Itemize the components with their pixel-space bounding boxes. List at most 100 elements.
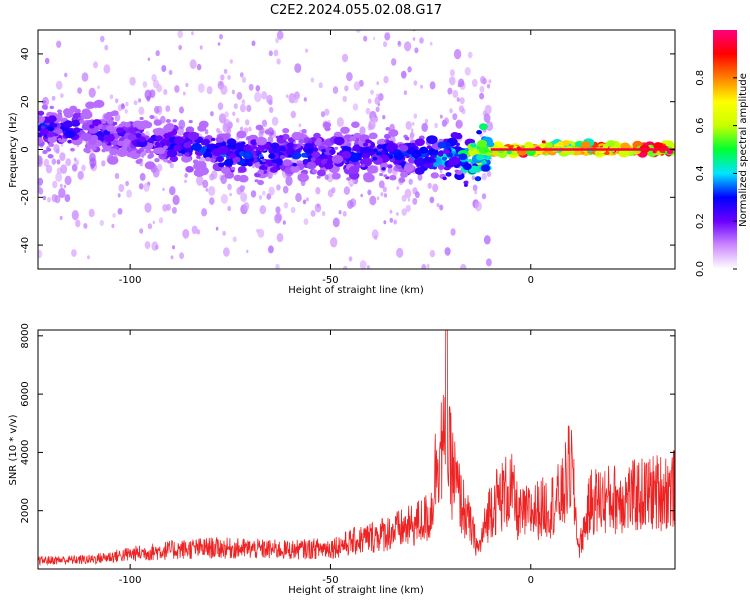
spectrogram-signal-cell [443,149,450,155]
spectrogram-signal-cell [149,150,154,155]
spectrogram-noise-cell [283,202,289,209]
spectrogram-signal-cell [341,151,352,159]
spectrogram-noise-cell [111,223,115,229]
spectrogram-signal-cell [147,154,153,159]
spectrogram-signal-cell [247,162,253,167]
spectrogram-signal-cell [238,174,249,183]
spectrogram-noise-cell [457,83,461,88]
spectrogram-noise-cell [179,252,185,260]
spectrogram-noise-cell [285,94,289,98]
spectrogram-noise-cell [369,195,377,206]
spectrogram-signal-cell [55,128,63,135]
spectrogram-noise-cell [155,50,160,57]
spectrogram-noise-cell [151,74,157,82]
spectrogram-signal-cell [70,147,75,152]
spectrogram-signal-cell [387,164,393,169]
spectrogram-signal-cell [368,132,377,139]
spectrogram-noise-cell [380,192,384,197]
spectrogram-signal-cell [385,140,391,144]
spectrogram-noise-cell [189,59,197,70]
spectrogram-signal-cell [155,135,163,141]
spectrogram-noise-cell [236,91,243,100]
spectrogram-noise-cell [305,48,309,53]
spectrogram-signal-cell [373,148,378,152]
spectrogram-signal-cell [81,122,92,131]
spectrogram-noise-cell [201,208,208,217]
spectrogram-signal-cell [316,175,321,179]
spectrogram-noise-cell [179,106,184,114]
spectrogram-signal-cell [205,156,211,162]
spectrogram-signal-cell [388,129,399,137]
snr-series-line [38,330,675,567]
spectrogram-signal-cell [479,123,488,131]
spectrogram-noise-cell [59,215,63,220]
spectrogram-signal-cell [235,142,245,150]
y-tick-label: 6000 [20,381,31,406]
colorbar-tick-label: 0.6 [695,118,706,134]
spectrogram-signal-cell [480,164,491,172]
spectrogram-noise-cell [161,65,167,72]
spectrogram-signal-cell [209,158,216,163]
spectrogram-noise-cell [457,120,463,128]
spectrogram-noise-cell [405,204,411,213]
spectrogram-signal-cell [166,149,178,158]
y-tick-label: -20 [20,189,31,205]
spectrogram-noise-cell [184,179,187,184]
spectrogram-signal-cell [106,124,115,132]
spectrogram-noise-cell [254,91,262,103]
spectrogram-noise-cell [117,193,121,198]
spectrogram-signal-cell [506,150,512,155]
spectrogram-signal-cell [324,126,331,132]
spectrogram-noise-cell [342,211,347,217]
spectrogram-noise-cell [420,84,423,89]
spectrogram-noise-cell [217,102,224,111]
spectrogram-signal-cell [399,144,409,152]
spectrogram-signal-cell [279,146,287,152]
spectrogram-noise-cell [405,121,412,130]
spectrogram-signal-cell [163,145,169,150]
spectrogram-noise-cell [216,127,220,133]
spectrogram-noise-cell [412,197,418,205]
spectrogram-noise-cell [429,249,436,258]
spectrogram-signal-cell [154,141,161,146]
spectrogram-noise-cell [401,208,407,216]
spectrogram-signal-cell [196,161,201,165]
spectrogram-noise-cell [210,111,214,117]
spectrogram-signal-cell [254,179,259,183]
spectrogram-signal-cell [333,136,345,146]
spectrogram-signal-cell [312,147,319,152]
spectrogram-noise-cell [182,91,186,96]
spectrogram-signal-cell [664,140,675,148]
spectrogram-noise-cell [436,203,440,208]
spectrogram-noise-cell [103,64,111,74]
spectrogram-noise-cell [258,195,263,200]
spectrogram-axes: -100 -50 0 -40 -20 0 20 40 [20,30,675,286]
spectrogram-noise-cell [56,40,62,48]
spectrogram-signal-cell [301,129,307,134]
spectrogram-noise-cell [449,76,456,86]
spectrogram-noise-cell [223,247,230,257]
spectrogram-noise-cell [324,174,329,181]
snr-plot-area [38,330,675,569]
spectrogram-noise-cell [158,106,161,111]
spectrogram-signal-cell [463,180,469,185]
spectrogram-noise-cell [363,35,368,42]
spectrogram-signal-cell [306,161,317,170]
y-tick-label: 4000 [20,440,31,465]
spectrogram-noise-cell [290,206,296,214]
spectrogram-noise-cell [275,206,281,214]
spectrogram-noise-cell [38,158,43,168]
spectrogram-signal-cell [268,153,276,159]
spectrogram-noise-cell [71,210,79,221]
spectrogram-noise-cell [104,44,109,51]
spectrogram-noise-cell [439,114,443,119]
colorbar-label: Normalized spectral amplitude [738,73,749,227]
spectrogram-noise-cell [310,210,316,217]
spectrogram-noise-cell [429,81,436,90]
spectrogram-signal-cell [38,140,41,144]
spectrogram-signal-cell [445,172,452,177]
spectrogram-noise-cell [97,85,100,90]
spectrogram-noise-cell [285,175,293,186]
spectrogram-noise-cell [407,66,412,73]
spectrogram-noise-cell [215,226,219,231]
